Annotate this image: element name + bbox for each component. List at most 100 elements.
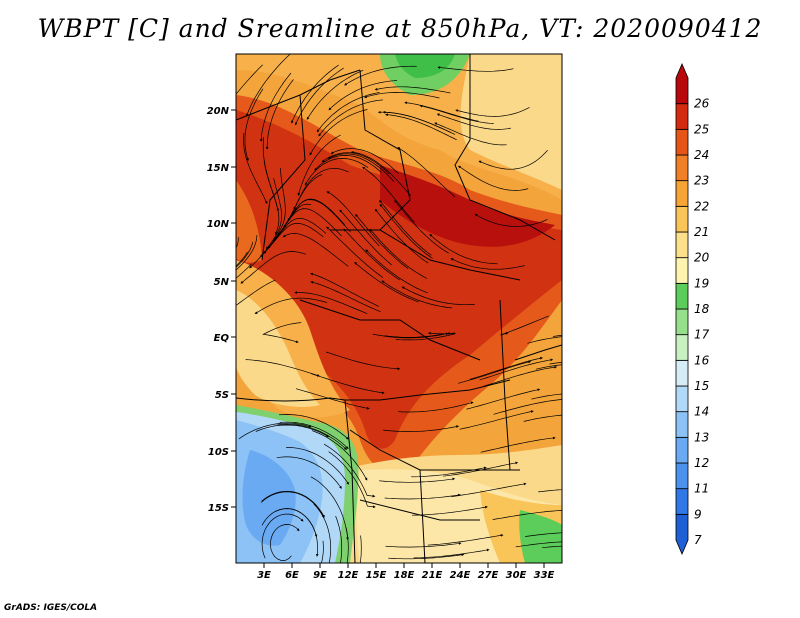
streamline xyxy=(335,515,343,563)
streamline xyxy=(270,217,327,246)
colorbar-label: 20 xyxy=(694,251,710,265)
streamline xyxy=(355,152,412,197)
streamline xyxy=(515,541,562,548)
streamline xyxy=(290,198,346,226)
streamline xyxy=(244,88,264,157)
streamline-arrow xyxy=(454,425,460,428)
colorbar-label: 7 xyxy=(694,533,702,547)
streamline-arrow xyxy=(345,445,349,450)
streamline-arrow xyxy=(429,233,433,238)
streamline-arrow xyxy=(538,356,543,360)
streamline xyxy=(525,532,562,537)
streamline-arrow xyxy=(529,410,534,413)
streamline-arrow xyxy=(297,191,301,196)
streamline xyxy=(286,233,349,267)
streamline-arrow xyxy=(326,226,330,230)
streamline xyxy=(440,115,511,130)
streamline-arrow xyxy=(362,166,366,170)
lat-tick-label: 15N xyxy=(207,163,230,174)
streamline xyxy=(478,215,548,227)
streamline xyxy=(261,72,292,138)
streamline-arrow xyxy=(182,258,184,260)
colorbar-segment xyxy=(675,359,689,387)
streamline-arrow xyxy=(246,112,249,117)
streamline-arrow xyxy=(365,249,369,253)
longitude-axis: 3E 6E 9E 12E 15E 18E 21E 24E 27E 30E 33E xyxy=(257,563,555,581)
streamline xyxy=(357,264,419,303)
streamline-arrow xyxy=(208,286,211,287)
streamline xyxy=(258,297,328,313)
streamline-arrow xyxy=(299,518,304,522)
streamline-arrow xyxy=(522,482,527,486)
streamline-arrow xyxy=(246,156,249,162)
streamline xyxy=(459,107,530,117)
streamline xyxy=(286,447,347,482)
streamline xyxy=(423,106,494,124)
streamline-arrow xyxy=(355,213,359,218)
streamline-arrow xyxy=(381,280,386,284)
streamline-arrow xyxy=(374,208,378,213)
streamline xyxy=(306,158,369,182)
colorbar-segment xyxy=(675,154,689,182)
streamline xyxy=(255,424,326,436)
streamline xyxy=(314,274,380,307)
streamline xyxy=(368,92,440,99)
streamline-arrow xyxy=(212,118,214,120)
streamline xyxy=(365,169,415,223)
streamline xyxy=(236,237,239,249)
lon-tick-label: 9E xyxy=(313,570,327,581)
streamline xyxy=(314,282,381,313)
streamline xyxy=(276,456,340,486)
streamline xyxy=(342,212,393,266)
streamline-arrow xyxy=(483,505,488,509)
streamline-arrow xyxy=(450,258,455,261)
streamline-arrow xyxy=(316,128,320,133)
colorbar-segment xyxy=(675,103,689,130)
streamline xyxy=(500,315,549,336)
streamline-arrow xyxy=(240,280,245,284)
colorbar-label: 9 xyxy=(694,507,702,521)
streamline-arrow xyxy=(344,82,348,86)
streamline xyxy=(266,79,294,146)
streamline-arrow xyxy=(345,436,349,440)
streamline xyxy=(381,203,432,256)
streamline-arrow xyxy=(333,597,335,600)
streamline xyxy=(523,414,562,422)
streamline xyxy=(384,494,457,500)
streamline-arrow xyxy=(198,287,201,288)
streamline xyxy=(261,490,323,514)
colorbar-segment xyxy=(675,488,689,515)
streamline xyxy=(531,393,562,400)
streamline xyxy=(405,288,475,306)
streamline xyxy=(527,336,562,344)
streamline xyxy=(313,503,332,563)
streamline-arrow xyxy=(621,366,624,367)
streamline-arrow xyxy=(310,281,315,284)
streamline xyxy=(296,67,344,122)
lat-tick-label: 15S xyxy=(208,503,229,514)
streamline xyxy=(549,361,562,365)
streamline-arrow xyxy=(291,119,294,124)
streamline-arrow xyxy=(354,262,358,266)
streamline xyxy=(345,527,349,563)
streamline-arrow xyxy=(458,165,462,169)
streamline-arrow xyxy=(321,513,325,518)
streamline-arrow xyxy=(379,203,383,208)
streamline xyxy=(438,124,507,146)
streamline xyxy=(535,364,562,370)
streamline xyxy=(295,167,349,207)
colorbar-label: 23 xyxy=(694,174,709,188)
lat-tick-label: 20N xyxy=(207,106,230,117)
streamline-arrow xyxy=(394,200,398,204)
streamline xyxy=(311,109,368,152)
streamline xyxy=(378,86,451,94)
streamline-arrow xyxy=(548,358,554,362)
streamline xyxy=(483,367,553,387)
lon-tick-label: 3E xyxy=(257,570,271,581)
streamline-arrow xyxy=(318,132,322,137)
colorbar-label: 13 xyxy=(694,430,709,444)
streamline xyxy=(334,148,399,174)
streamline xyxy=(359,535,362,563)
streamline-arrow xyxy=(625,340,628,341)
